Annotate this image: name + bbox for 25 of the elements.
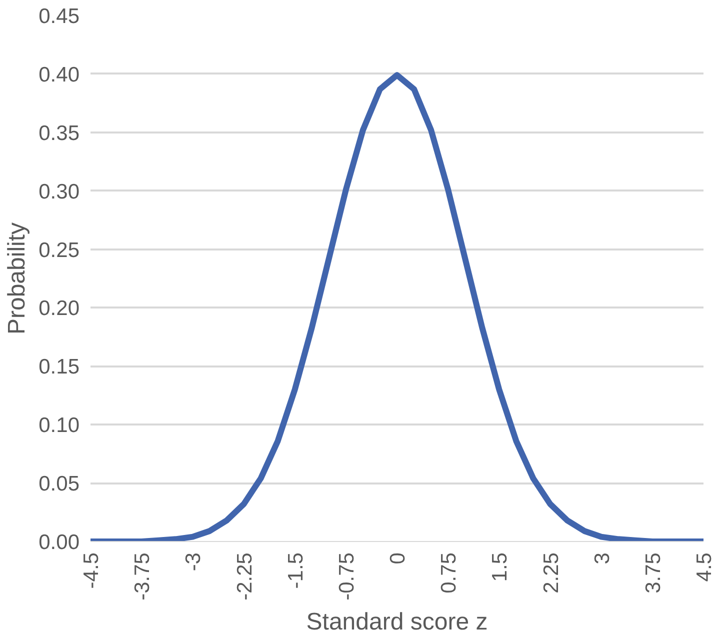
x-tick-label: -2.25: [233, 552, 256, 600]
x-tick-label: 2.25: [540, 552, 563, 594]
y-tick-label: 0.10: [38, 414, 80, 438]
x-tick-label: -4.5: [80, 552, 103, 589]
x-axis-title: Standard score z: [306, 608, 488, 636]
x-tick-label: -3.75: [131, 552, 154, 600]
x-tick-label: 3.75: [642, 552, 665, 594]
x-tick-label: 1.5: [488, 552, 512, 582]
x-tick-label: 4.5: [693, 552, 716, 582]
y-tick-label: 0.05: [38, 472, 80, 496]
x-tick-label: 0: [386, 552, 410, 564]
y-tick-label: 0.25: [38, 238, 80, 262]
y-tick-label: 0.35: [38, 122, 80, 145]
x-tick-label: -3: [182, 552, 206, 572]
x-tick-label: -0.75: [335, 552, 358, 600]
x-tick-label: 3: [590, 552, 614, 564]
x-tick-label: 0.75: [438, 552, 461, 594]
y-tick-label: 0.30: [38, 180, 80, 204]
y-tick-label: 0.40: [38, 63, 80, 86]
y-tick-label: 0.15: [38, 356, 80, 379]
y-tick-label: 0.45: [38, 5, 80, 28]
x-tick-label: -1.5: [284, 552, 308, 589]
y-tick-label: 0.20: [38, 297, 80, 320]
y-tick-label: 0.00: [38, 531, 80, 554]
y-axis-title: Probability: [4, 222, 31, 335]
